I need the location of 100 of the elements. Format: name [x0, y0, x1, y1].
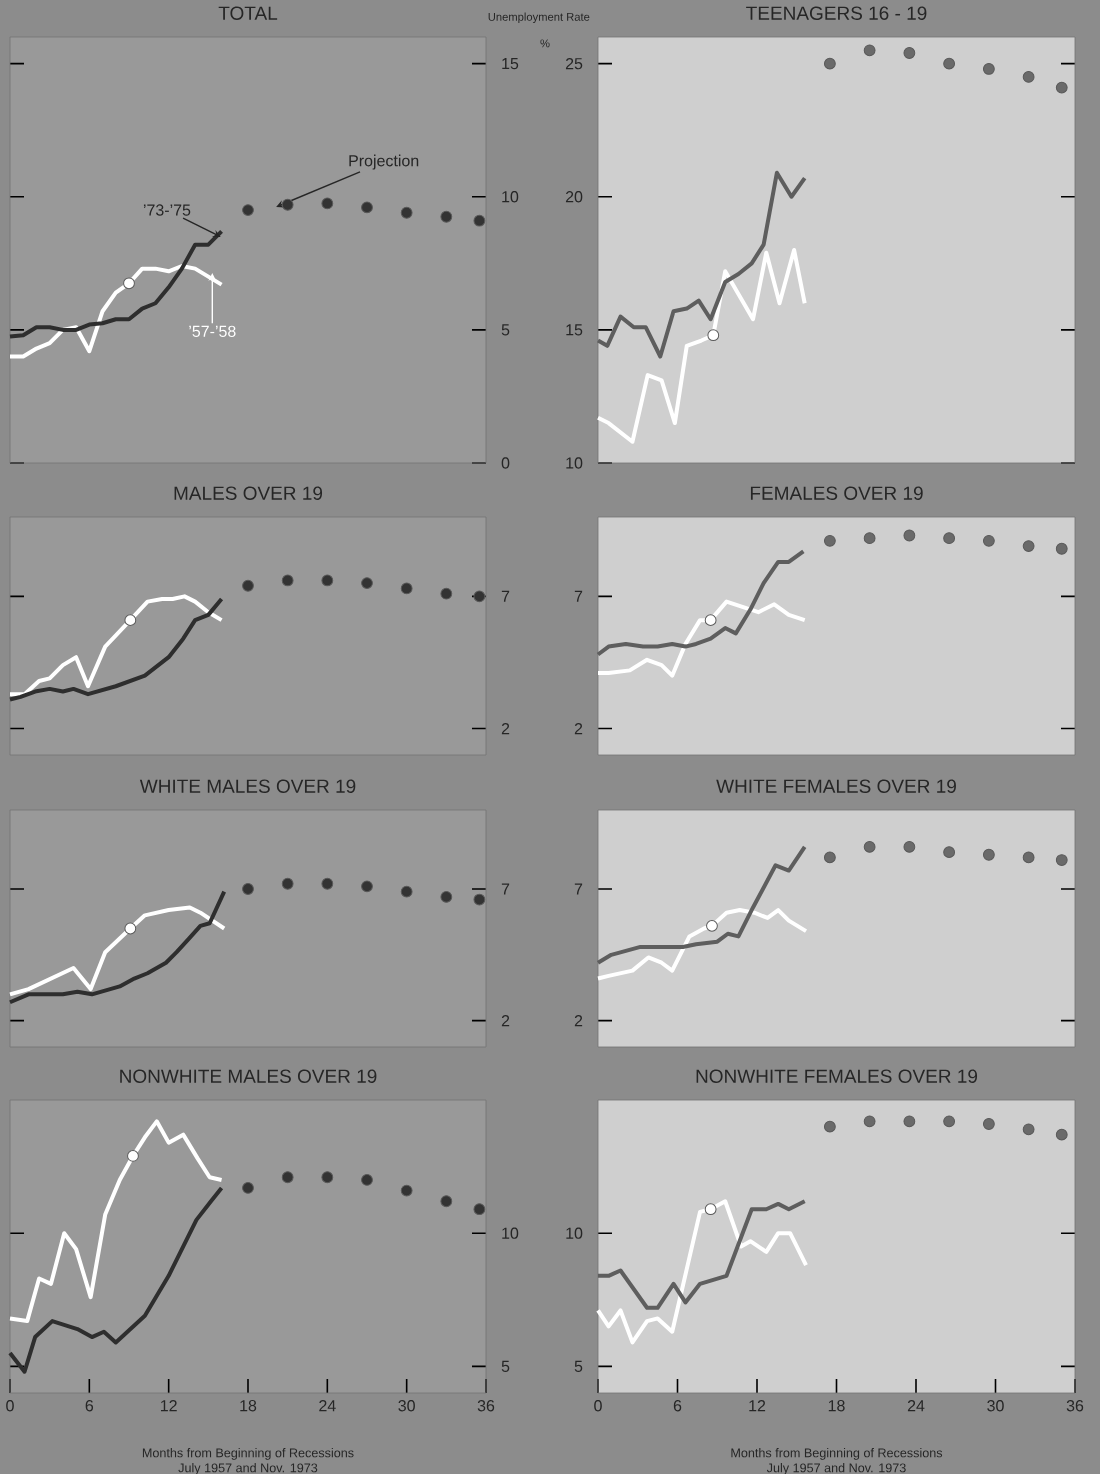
point — [1022, 851, 1035, 864]
point — [943, 532, 956, 545]
point — [400, 582, 413, 595]
line-series — [596, 908, 809, 981]
point — [1055, 542, 1068, 555]
x-tick-label: 30 — [398, 1400, 415, 1412]
point — [903, 529, 916, 542]
chart-title: MALES OVER 19 — [174, 486, 323, 500]
point — [124, 614, 137, 627]
y-axis-title: Unemployment Rate — [488, 12, 590, 24]
point — [823, 851, 836, 864]
y-tick-label: 2 — [501, 722, 510, 735]
point — [863, 532, 876, 545]
x-axis-title: Months from Beginning of Recessions — [731, 1448, 943, 1460]
point — [1055, 81, 1068, 94]
point — [704, 1203, 717, 1216]
y-tick-label: 2 — [574, 1015, 583, 1027]
y-tick-label: 2 — [501, 1015, 510, 1027]
point — [321, 1171, 334, 1184]
y-tick-label: 10 — [566, 457, 583, 469]
x-tick-label: 0 — [594, 1400, 602, 1412]
point — [361, 577, 373, 590]
point — [903, 840, 916, 853]
point — [943, 1115, 956, 1128]
point — [281, 1171, 294, 1184]
chart-title: TOTAL — [218, 6, 278, 20]
point — [242, 1182, 254, 1194]
point — [473, 1203, 486, 1216]
point — [440, 210, 453, 223]
point — [982, 63, 995, 75]
point — [242, 883, 254, 895]
y-tick-label: 15 — [566, 324, 583, 336]
x-tick-label: 18 — [828, 1400, 845, 1412]
point — [400, 885, 413, 898]
y-tick-label: 10 — [502, 1227, 519, 1239]
text: % — [540, 39, 550, 48]
y-tick-label: 2 — [574, 722, 583, 735]
line-series — [596, 1199, 807, 1310]
x-tick-label: 12 — [749, 1400, 766, 1412]
y-tick-label: 5 — [501, 1360, 510, 1372]
y-tick-label: 0 — [501, 457, 510, 469]
point — [123, 277, 135, 290]
point — [440, 587, 453, 600]
y-tick-label: 15 — [502, 58, 519, 70]
chart-title: NONWHITE MALES OVER 19 — [120, 1069, 377, 1083]
annotation: ’57-’58 — [189, 325, 236, 337]
point — [1022, 540, 1035, 552]
chart-title: WHITE FEMALES OVER 19 — [716, 779, 956, 793]
point — [863, 840, 876, 853]
x-tick-label: 24 — [319, 1400, 336, 1412]
point — [823, 1120, 836, 1133]
chart-title: FEMALES OVER 19 — [750, 486, 923, 500]
point — [943, 846, 956, 859]
x-axis-title: Months from Beginning of Recessions — [142, 1448, 354, 1460]
point — [281, 877, 294, 890]
point — [982, 534, 995, 547]
y-tick-label: 20 — [565, 191, 583, 203]
y-tick-label: 10 — [566, 1227, 583, 1239]
chart-title: WHITE MALES OVER 19 — [139, 779, 356, 793]
line-series — [8, 905, 227, 997]
chart-title: NONWHITE FEMALES OVER 19 — [696, 1069, 978, 1083]
point — [1055, 1128, 1068, 1141]
point — [127, 1150, 139, 1162]
point — [440, 1195, 453, 1208]
line-series — [596, 599, 807, 678]
y-tick-label: 7 — [501, 590, 510, 602]
x-tick-label: 18 — [240, 1400, 257, 1412]
y-tick-label: 7 — [501, 883, 510, 895]
point — [903, 47, 916, 59]
point — [242, 579, 254, 592]
annotation: Projection — [349, 154, 419, 170]
point — [321, 574, 334, 587]
line-series — [8, 1185, 224, 1374]
line-series — [596, 1199, 809, 1345]
y-tick-label: 7 — [574, 883, 583, 895]
y-tick-label: 5 — [574, 1360, 583, 1372]
line-series — [596, 549, 806, 657]
point — [321, 877, 334, 890]
point — [823, 534, 836, 547]
point — [281, 574, 294, 587]
y-tick-label: 25 — [565, 57, 583, 70]
point — [863, 44, 876, 57]
x-tick-label: 12 — [160, 1400, 177, 1412]
point — [361, 880, 373, 893]
point — [361, 201, 373, 214]
x-tick-label: 6 — [673, 1400, 682, 1412]
line-series — [596, 170, 807, 359]
point — [124, 922, 137, 935]
line-series — [8, 1119, 224, 1324]
text: July 1957 and Nov. 1973 — [178, 1463, 318, 1474]
point — [1055, 854, 1068, 866]
chart-title: TEENAGERS 16 - 19 — [746, 6, 927, 20]
point — [863, 1115, 876, 1128]
point — [400, 206, 413, 219]
point — [1022, 71, 1035, 83]
x-tick-label: 24 — [907, 1400, 925, 1412]
line-series — [596, 248, 807, 444]
point — [473, 214, 486, 227]
point — [706, 919, 718, 932]
point — [704, 614, 717, 627]
